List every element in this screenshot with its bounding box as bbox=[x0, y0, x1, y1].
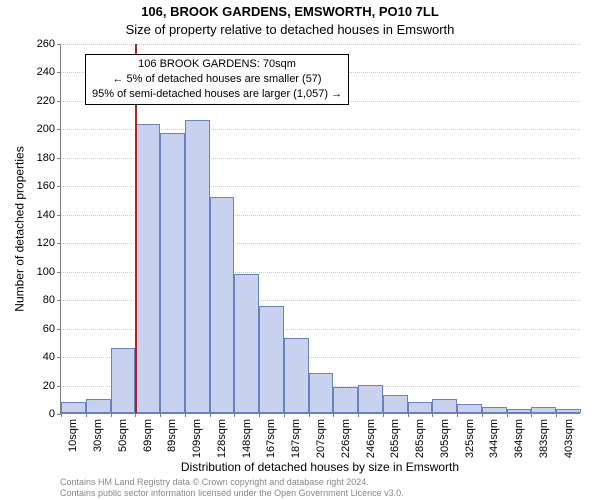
y-tick-label: 20 bbox=[43, 380, 61, 392]
x-tick-label: 246sqm bbox=[365, 419, 377, 458]
x-tick-mark bbox=[507, 413, 508, 417]
y-axis-label-wrap: Number of detached properties bbox=[12, 44, 28, 414]
x-tick-mark bbox=[309, 413, 310, 417]
highlight-annotation: 106 BROOK GARDENS: 70sqm ← 5% of detache… bbox=[85, 54, 349, 105]
x-tick-label: 265sqm bbox=[389, 419, 401, 458]
x-tick-mark bbox=[383, 413, 384, 417]
footer-line-2: Contains public sector information licen… bbox=[60, 488, 404, 498]
x-tick-label: 109sqm bbox=[191, 419, 203, 458]
x-tick-mark bbox=[135, 413, 136, 417]
histogram-bar bbox=[284, 338, 309, 413]
histogram-bar bbox=[210, 197, 235, 413]
chart-title-address: 106, BROOK GARDENS, EMSWORTH, PO10 7LL bbox=[0, 4, 580, 19]
histogram-bar bbox=[457, 404, 482, 413]
x-tick-mark bbox=[259, 413, 260, 417]
x-tick-mark bbox=[185, 413, 186, 417]
x-tick-label: 128sqm bbox=[216, 419, 228, 458]
x-tick-mark bbox=[160, 413, 161, 417]
x-tick-mark bbox=[210, 413, 211, 417]
y-tick-label: 220 bbox=[37, 95, 61, 107]
histogram-bar bbox=[408, 402, 433, 413]
y-tick-label: 140 bbox=[37, 209, 61, 221]
histogram-bar bbox=[309, 373, 334, 413]
x-tick-mark bbox=[61, 413, 62, 417]
x-tick-label: 226sqm bbox=[340, 419, 352, 458]
y-tick-label: 180 bbox=[37, 152, 61, 164]
x-tick-label: 305sqm bbox=[439, 419, 451, 458]
histogram-bar bbox=[358, 385, 383, 413]
histogram-bar bbox=[135, 124, 160, 413]
y-tick-label: 160 bbox=[37, 180, 61, 192]
y-tick-label: 60 bbox=[43, 323, 61, 335]
y-tick-label: 100 bbox=[37, 266, 61, 278]
x-tick-mark bbox=[358, 413, 359, 417]
x-tick-mark bbox=[432, 413, 433, 417]
annotation-line-1: 106 BROOK GARDENS: 70sqm bbox=[92, 57, 342, 72]
histogram-bar bbox=[556, 409, 581, 413]
annotation-line-2: ← 5% of detached houses are smaller (57) bbox=[92, 72, 342, 87]
histogram-bar bbox=[61, 402, 86, 413]
x-tick-mark bbox=[556, 413, 557, 417]
histogram-bar bbox=[507, 409, 532, 413]
histogram-bar bbox=[383, 395, 408, 414]
gridline bbox=[61, 44, 580, 45]
histogram-bar bbox=[111, 348, 136, 413]
x-tick-mark bbox=[531, 413, 532, 417]
x-tick-label: 325sqm bbox=[464, 419, 476, 458]
x-tick-mark bbox=[408, 413, 409, 417]
histogram-bar bbox=[531, 407, 556, 413]
x-tick-label: 148sqm bbox=[241, 419, 253, 458]
histogram-bar bbox=[86, 399, 111, 413]
y-tick-label: 240 bbox=[37, 66, 61, 78]
x-tick-label: 285sqm bbox=[414, 419, 426, 458]
y-tick-label: 260 bbox=[37, 38, 61, 50]
x-tick-mark bbox=[86, 413, 87, 417]
histogram-bar bbox=[333, 387, 358, 413]
y-tick-label: 120 bbox=[37, 237, 61, 249]
x-tick-label: 383sqm bbox=[538, 419, 550, 458]
x-tick-label: 69sqm bbox=[142, 419, 154, 452]
x-tick-label: 10sqm bbox=[67, 419, 79, 452]
histogram-bar bbox=[259, 306, 284, 413]
footer-line-1: Contains HM Land Registry data © Crown c… bbox=[60, 477, 404, 487]
plot-area: 02040608010012014016018020022024026010sq… bbox=[60, 44, 580, 414]
x-axis-label: Distribution of detached houses by size … bbox=[60, 460, 580, 474]
x-tick-label: 89sqm bbox=[166, 419, 178, 452]
histogram-bar bbox=[234, 274, 259, 413]
x-tick-label: 344sqm bbox=[488, 419, 500, 458]
y-tick-label: 40 bbox=[43, 351, 61, 363]
x-tick-label: 167sqm bbox=[265, 419, 277, 458]
histogram-bar bbox=[432, 399, 457, 413]
x-tick-label: 187sqm bbox=[290, 419, 302, 458]
annotation-line-3: 95% of semi-detached houses are larger (… bbox=[92, 87, 342, 102]
y-tick-label: 0 bbox=[49, 408, 61, 420]
histogram-bar bbox=[185, 120, 210, 413]
y-axis-label: Number of detached properties bbox=[13, 146, 27, 311]
x-tick-label: 30sqm bbox=[92, 419, 104, 452]
x-tick-mark bbox=[234, 413, 235, 417]
x-tick-mark bbox=[284, 413, 285, 417]
chart-container: 106, BROOK GARDENS, EMSWORTH, PO10 7LL S… bbox=[0, 0, 600, 500]
x-tick-mark bbox=[482, 413, 483, 417]
x-tick-mark bbox=[111, 413, 112, 417]
x-tick-label: 50sqm bbox=[117, 419, 129, 452]
footer-attribution: Contains HM Land Registry data © Crown c… bbox=[60, 477, 404, 498]
y-tick-label: 80 bbox=[43, 294, 61, 306]
histogram-bar bbox=[160, 133, 185, 413]
x-tick-mark bbox=[333, 413, 334, 417]
chart-title-subtitle: Size of property relative to detached ho… bbox=[0, 22, 580, 37]
y-tick-label: 200 bbox=[37, 123, 61, 135]
x-tick-label: 364sqm bbox=[513, 419, 525, 458]
x-tick-label: 207sqm bbox=[315, 419, 327, 458]
x-tick-label: 403sqm bbox=[563, 419, 575, 458]
histogram-bar bbox=[482, 407, 507, 413]
x-tick-mark bbox=[457, 413, 458, 417]
